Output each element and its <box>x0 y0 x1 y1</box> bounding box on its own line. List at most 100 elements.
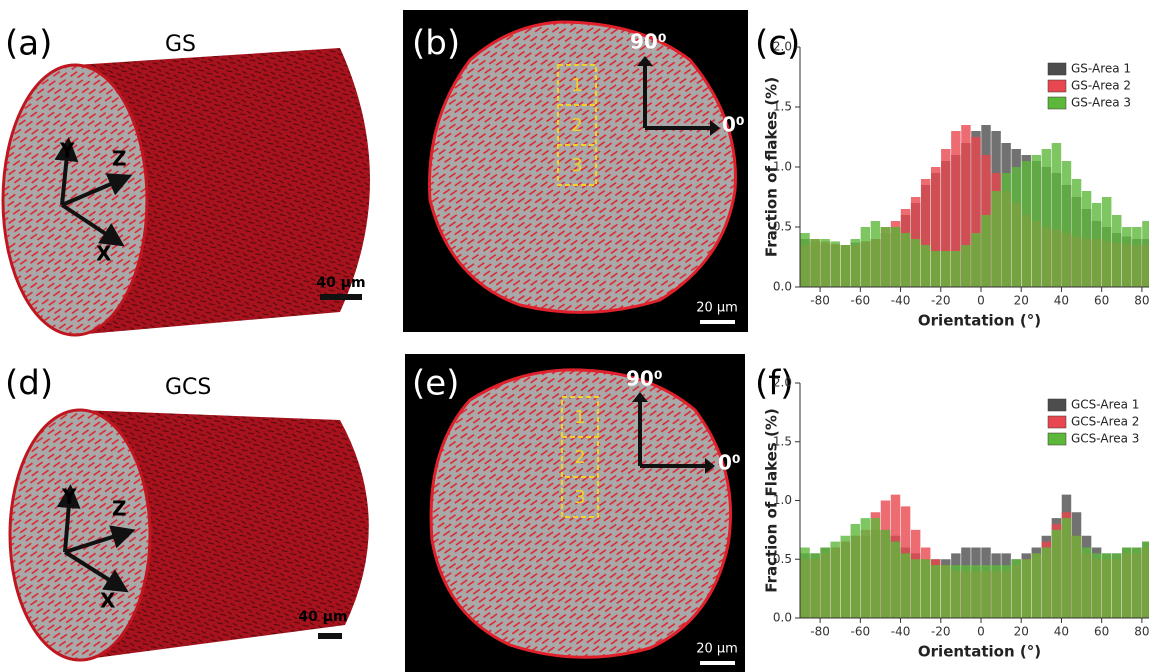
bar <box>850 239 861 287</box>
bar <box>1132 547 1142 618</box>
bar <box>1101 197 1112 287</box>
legend-swatch <box>1047 398 1067 412</box>
x-tick-label: -40 <box>891 294 911 308</box>
panel-a: Y Z X (a) GS 40 μm <box>1 24 370 337</box>
axis-arrow <box>54 137 79 206</box>
bar <box>931 565 941 618</box>
axis-label: X <box>96 242 112 266</box>
axis-label: Z <box>112 147 127 171</box>
legend-swatch <box>1047 96 1067 110</box>
legend-label: GS-Area 3 <box>1071 96 1131 110</box>
bar <box>981 565 991 618</box>
bar <box>1041 149 1052 287</box>
area-label: 1 <box>574 407 585 428</box>
y-axis-title: Fraction of Flakes (%) <box>763 408 781 592</box>
bar <box>1011 167 1021 287</box>
bar <box>850 524 861 618</box>
arrow-label: 0⁰ <box>718 451 741 475</box>
legend-swatch <box>1047 79 1067 93</box>
panel-label: (c) <box>755 24 800 64</box>
bar <box>910 559 921 618</box>
y-tick-label: 1.0 <box>773 493 792 507</box>
x-tick-label: -40 <box>891 625 911 639</box>
bar <box>810 553 820 618</box>
bar <box>981 215 991 287</box>
scale-label: 20 μm <box>696 642 738 657</box>
legend-swatch <box>1047 62 1067 76</box>
bar <box>800 233 810 287</box>
x-tick-label: 20 <box>1014 625 1029 639</box>
bar <box>1122 547 1132 618</box>
bar <box>840 245 850 287</box>
bar <box>820 547 830 618</box>
x-tick-label: -80 <box>810 294 830 308</box>
panel-b: 1 2 3 90⁰ 0⁰ 20 μm (b) <box>403 10 748 332</box>
panel-d: Y Z X (d) GCS 40 μm <box>5 364 369 662</box>
panel-label: (b) <box>412 24 460 64</box>
bar <box>941 251 951 287</box>
bar <box>1031 553 1042 618</box>
bar <box>1132 227 1142 287</box>
legend-label: GCS-Area 1 <box>1071 398 1139 412</box>
bar <box>1031 155 1042 287</box>
bar <box>1091 203 1102 287</box>
cross-section <box>429 368 733 659</box>
bar <box>1091 553 1102 618</box>
cylinder-face <box>8 408 152 662</box>
panel-title: GCS <box>165 375 211 400</box>
y-tick-label: 2.0 <box>773 376 792 390</box>
arrow-label: 90⁰ <box>626 367 663 391</box>
panel-e: 1 2 3 90⁰ 0⁰ 20 μm (e) <box>405 354 745 672</box>
bar <box>971 233 981 287</box>
bar <box>1142 541 1149 618</box>
bar <box>961 245 971 287</box>
scale-label: 40 μm <box>298 609 347 625</box>
y-tick-label: 2.0 <box>773 40 792 54</box>
axis-label: Z <box>112 497 127 521</box>
bar <box>991 191 1001 287</box>
bar <box>870 518 881 618</box>
bar <box>951 131 961 287</box>
x-tick-label: 80 <box>1134 625 1149 639</box>
bar <box>1081 191 1092 287</box>
bar <box>1061 518 1072 618</box>
x-axis-title: Orientation (°) <box>918 312 1041 330</box>
x-tick-label: 40 <box>1054 625 1069 639</box>
axis-label: X <box>100 589 116 613</box>
legend-label: GCS-Area 3 <box>1071 432 1139 446</box>
x-tick-label: 0 <box>977 625 985 639</box>
x-tick-label: -60 <box>851 625 871 639</box>
bar <box>951 565 961 618</box>
bar <box>1101 553 1112 618</box>
cross-section <box>428 20 737 314</box>
arrow-heads <box>637 56 720 136</box>
axis-arrow <box>56 484 81 553</box>
histogram-chart: 0.0 0.5 1.0 1.5 2.0 -80 -60 -40 -20 0 20 40 60 80 Orie… <box>763 40 1149 330</box>
x-tick-label: -20 <box>931 625 951 639</box>
bar <box>931 167 941 287</box>
bar <box>1081 547 1092 618</box>
charts: 0.0 0.5 1.0 1.5 2.0 -80 -60 -40 -20 0 20 40 60 80 Orie… <box>763 40 1149 661</box>
x-tick-label: 60 <box>1094 294 1109 308</box>
bar <box>1001 565 1011 618</box>
panel-label: (f) <box>755 364 794 404</box>
bar <box>1021 161 1031 287</box>
y-tick-label: 0.0 <box>773 611 792 625</box>
bar <box>920 245 931 287</box>
bar <box>951 251 961 287</box>
bar <box>941 565 951 618</box>
bar <box>1021 559 1031 618</box>
cylinder-body <box>80 410 369 660</box>
bar <box>830 241 840 287</box>
bar <box>1142 221 1149 287</box>
bar <box>860 227 871 287</box>
bar <box>900 553 911 618</box>
area-box <box>557 104 597 146</box>
bar <box>860 518 871 618</box>
x-tick-label: -80 <box>810 625 830 639</box>
y-tick-label: 0.5 <box>773 552 792 566</box>
axis-label: Y <box>59 139 75 163</box>
bar <box>880 227 891 287</box>
bar <box>820 239 830 287</box>
